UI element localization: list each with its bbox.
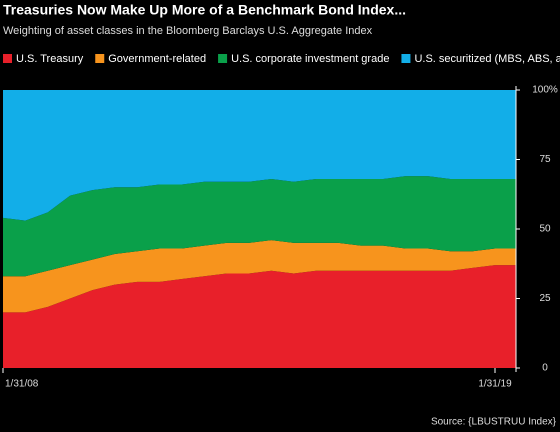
area	[3, 240, 516, 313]
area	[3, 176, 516, 277]
legend-swatch	[3, 54, 12, 63]
legend-label: U.S. corporate investment grade	[231, 53, 389, 65]
legend-swatch	[95, 54, 105, 63]
x-tick-label: 1/31/19	[478, 379, 512, 390]
area	[3, 265, 516, 368]
y-tick-label: 100%	[532, 85, 558, 96]
legend-label: U.S. securitized (MBS, ABS, and CMBS)	[414, 53, 560, 65]
legend-swatch	[218, 54, 228, 63]
legend-swatch	[401, 54, 411, 63]
legend-label: U.S. Treasury	[16, 53, 84, 65]
area	[3, 90, 516, 221]
y-tick-label: 50	[539, 224, 551, 235]
chart-subtitle: Weighting of asset classes in the Bloomb…	[3, 25, 373, 37]
x-tick-label: 1/31/08	[5, 379, 39, 390]
y-tick-label: 0	[542, 363, 548, 374]
y-tick-label: 25	[539, 293, 551, 304]
source: Source: {LBUSTRUU Index}	[431, 417, 557, 428]
y-tick-label: 75	[539, 154, 551, 165]
chart-title: Treasuries Now Make Up More of a Benchma…	[3, 2, 406, 18]
legend-label: Government-related	[108, 53, 206, 65]
